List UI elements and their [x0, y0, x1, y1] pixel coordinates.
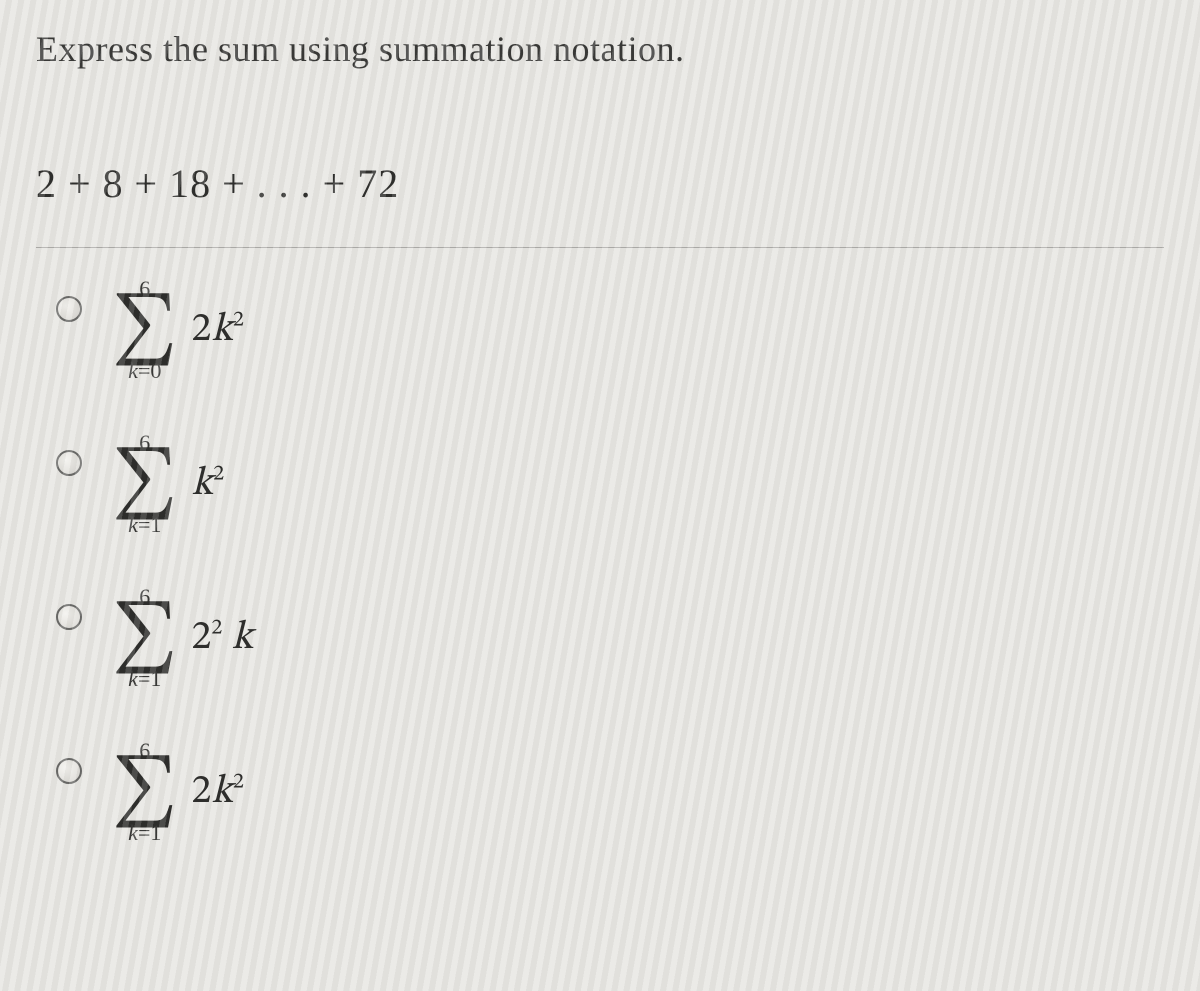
summand-term: k2 [192, 459, 225, 509]
summand-term: 2k2 [192, 305, 244, 355]
series-expression: 2 + 8 + 18 + . . . + 72 [36, 160, 1164, 207]
radio-button[interactable] [56, 296, 82, 322]
sigma-block: 6∑k=1 [112, 740, 178, 844]
sigma-lower-limit: k=1 [128, 668, 161, 690]
option-row[interactable]: 6∑k=1 k2 [56, 432, 1164, 536]
question-page: Express the sum using summation notation… [0, 0, 1200, 844]
sigma-lower-limit: k=1 [128, 822, 161, 844]
divider [36, 247, 1164, 248]
radio-button[interactable] [56, 758, 82, 784]
options-list: 6∑k=0 2k2 6∑k=1 k2 6∑k=1 22 k 6∑k=1 2k2 [36, 278, 1164, 844]
summation-expression: 6∑k=1 2k2 [112, 740, 244, 844]
sigma-icon: ∑ [112, 456, 178, 512]
option-row[interactable]: 6∑k=0 2k2 [56, 278, 1164, 382]
radio-button[interactable] [56, 450, 82, 476]
sigma-lower-limit: k=0 [128, 360, 161, 382]
summand-term: 2k2 [192, 767, 244, 817]
sigma-block: 6∑k=0 [112, 278, 178, 382]
option-row[interactable]: 6∑k=1 22 k [56, 586, 1164, 690]
summand-term: 22 k [192, 613, 254, 663]
summation-expression: 6∑k=1 22 k [112, 586, 253, 690]
sigma-icon: ∑ [112, 764, 178, 820]
summation-expression: 6∑k=0 2k2 [112, 278, 244, 382]
question-prompt: Express the sum using summation notation… [36, 28, 1164, 70]
sigma-icon: ∑ [112, 610, 178, 666]
sigma-lower-limit: k=1 [128, 514, 161, 536]
radio-button[interactable] [56, 604, 82, 630]
sigma-icon: ∑ [112, 302, 178, 358]
sigma-block: 6∑k=1 [112, 586, 178, 690]
summation-expression: 6∑k=1 k2 [112, 432, 224, 536]
sigma-block: 6∑k=1 [112, 432, 178, 536]
option-row[interactable]: 6∑k=1 2k2 [56, 740, 1164, 844]
